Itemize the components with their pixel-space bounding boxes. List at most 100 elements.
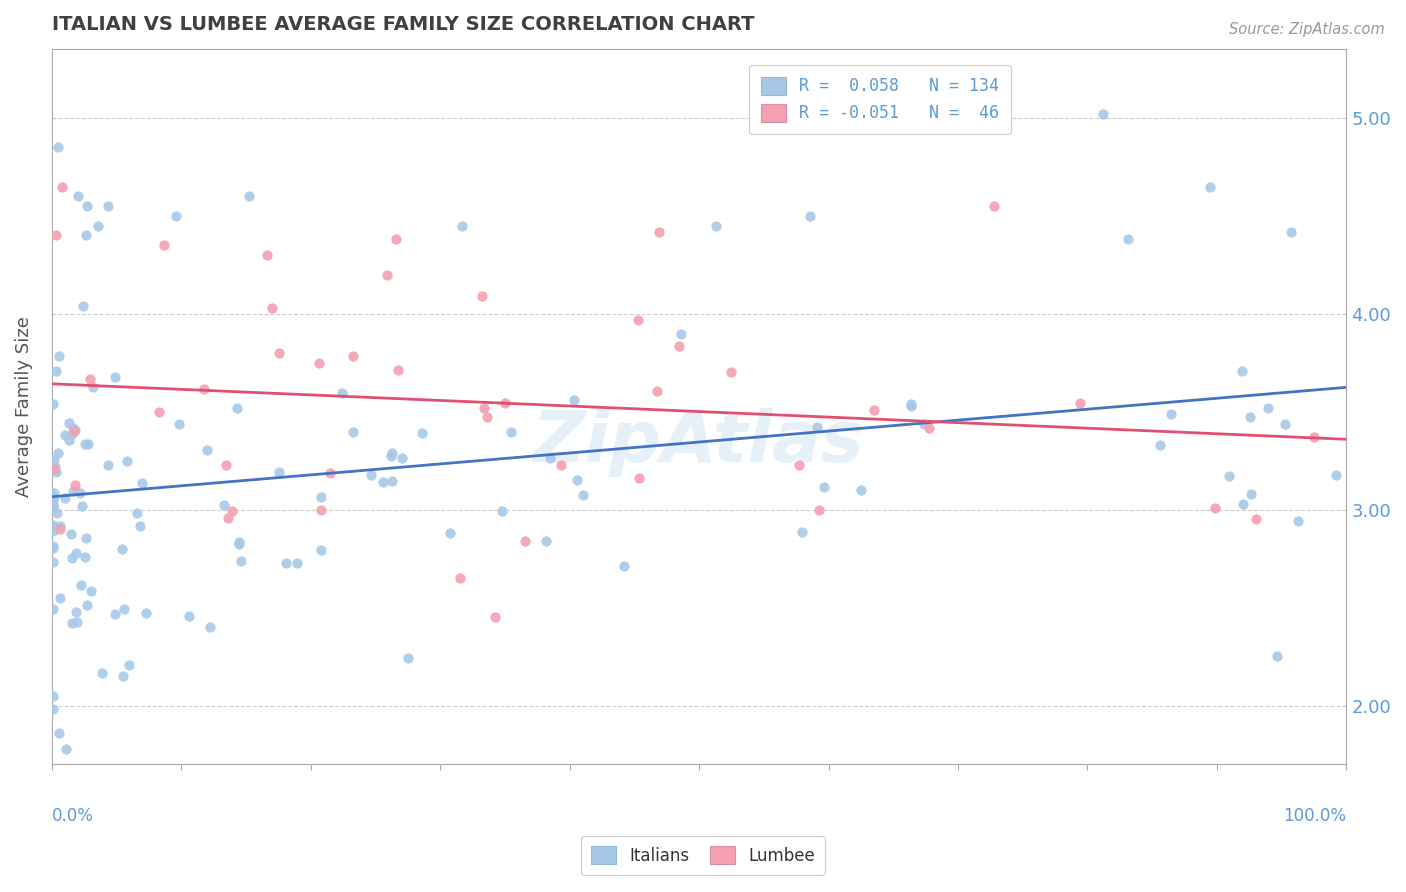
Point xyxy=(534,534,557,549)
Point xyxy=(135,607,157,621)
Point xyxy=(380,475,402,489)
Point xyxy=(44,461,66,475)
Point xyxy=(900,400,922,414)
Point xyxy=(572,487,595,501)
Point xyxy=(231,554,253,568)
Point xyxy=(53,428,76,442)
Point xyxy=(385,232,408,246)
Point xyxy=(471,289,494,303)
Point xyxy=(720,365,742,379)
Point xyxy=(1218,469,1240,483)
Point xyxy=(918,421,941,435)
Point xyxy=(128,519,150,533)
Point xyxy=(63,478,86,492)
Point xyxy=(1069,396,1091,410)
Point xyxy=(1092,107,1115,121)
Point xyxy=(311,502,333,516)
Point xyxy=(91,665,114,680)
Point xyxy=(75,550,97,565)
Point xyxy=(48,349,70,363)
Point xyxy=(42,689,65,703)
Point xyxy=(319,466,342,480)
Point xyxy=(45,507,67,521)
Point xyxy=(125,506,148,520)
Point xyxy=(63,424,86,438)
Point xyxy=(983,199,1005,213)
Point xyxy=(60,426,83,441)
Point xyxy=(472,401,495,416)
Point xyxy=(912,417,935,432)
Point xyxy=(115,454,138,468)
Point xyxy=(66,615,89,630)
Point xyxy=(58,416,80,430)
Point xyxy=(44,460,66,475)
Point xyxy=(48,726,70,740)
Point xyxy=(274,557,297,571)
Point xyxy=(58,433,80,447)
Point xyxy=(792,524,814,539)
Point xyxy=(799,209,821,223)
Point xyxy=(76,598,98,612)
Point xyxy=(411,425,433,440)
Point xyxy=(380,449,402,463)
Point xyxy=(55,741,77,756)
Point xyxy=(484,609,506,624)
Point xyxy=(221,504,243,518)
Point xyxy=(45,465,67,479)
Point xyxy=(806,419,828,434)
Point xyxy=(381,445,404,459)
Point xyxy=(200,620,222,634)
Point xyxy=(48,591,70,605)
Point xyxy=(849,483,872,498)
Point xyxy=(550,458,572,472)
Point xyxy=(309,490,332,504)
Point xyxy=(62,483,84,498)
Point xyxy=(256,248,278,262)
Point xyxy=(538,450,561,465)
Point xyxy=(42,541,65,555)
Point xyxy=(42,494,65,508)
Point xyxy=(260,301,283,315)
Point xyxy=(515,533,537,548)
Point xyxy=(1160,407,1182,421)
Point xyxy=(375,268,398,283)
Point xyxy=(1324,468,1347,483)
Point xyxy=(396,651,419,665)
Point xyxy=(451,219,474,233)
Point xyxy=(60,550,83,565)
Point xyxy=(1230,364,1253,378)
Point xyxy=(80,583,103,598)
Point xyxy=(1116,232,1139,246)
Point xyxy=(669,326,692,341)
Point xyxy=(439,526,461,541)
Point xyxy=(308,356,330,370)
Point xyxy=(42,491,65,506)
Point xyxy=(87,219,110,233)
Point xyxy=(499,425,522,440)
Point xyxy=(494,396,516,410)
Point xyxy=(565,473,588,487)
Point xyxy=(60,616,83,631)
Point xyxy=(900,397,922,411)
Point xyxy=(704,219,727,233)
Legend: Italians, Lumbee: Italians, Lumbee xyxy=(581,836,825,875)
Point xyxy=(562,392,585,407)
Point xyxy=(72,499,94,513)
Point xyxy=(267,465,290,479)
Point xyxy=(104,607,127,621)
Point xyxy=(73,436,96,450)
Point xyxy=(42,539,65,553)
Point xyxy=(42,457,65,471)
Point xyxy=(1279,225,1302,239)
Point xyxy=(1199,179,1222,194)
Point xyxy=(285,556,308,570)
Point xyxy=(342,425,364,439)
Point xyxy=(75,228,97,243)
Point xyxy=(45,228,67,243)
Point xyxy=(112,602,135,616)
Point xyxy=(647,225,669,239)
Point xyxy=(195,443,218,458)
Point xyxy=(131,475,153,490)
Point xyxy=(228,534,250,549)
Point xyxy=(53,491,76,505)
